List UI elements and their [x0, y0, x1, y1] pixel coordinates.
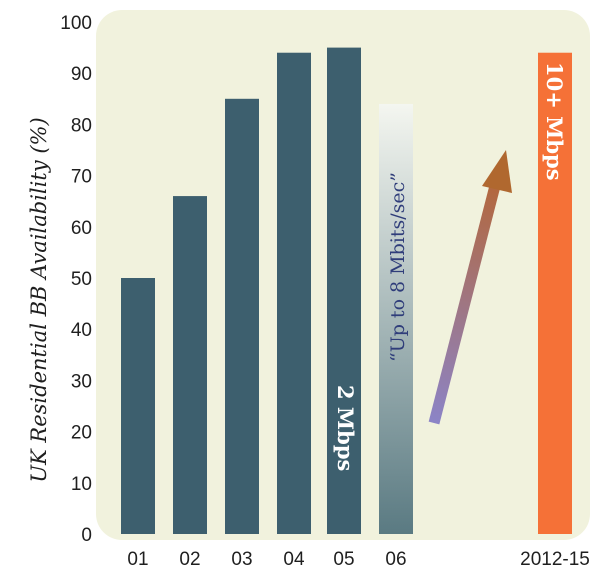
bar-04: [277, 52, 311, 534]
y-tick-label: 100: [60, 13, 92, 34]
x-tick-label: 02: [179, 549, 200, 570]
bar-01: [121, 278, 155, 534]
y-tick-label: 50: [71, 269, 92, 290]
y-tick-label: 10: [71, 474, 92, 495]
y-tick-label: 30: [71, 371, 92, 392]
bar-label-2mbps: 2 Mbps: [333, 385, 358, 471]
bar-03: [225, 98, 259, 535]
bar-2012-15: [538, 52, 572, 534]
x-tick-label: 06: [385, 549, 406, 570]
bar-label-up-to-8mbits: “Up to 8 Mbits/sec”: [387, 172, 409, 362]
y-tick-label: 90: [71, 64, 92, 85]
y-tick-label: 70: [71, 167, 92, 188]
y-tick-label: 80: [71, 115, 92, 136]
y-axis-label: UK Residential BB Availability (%): [27, 117, 51, 482]
y-tick-label: 40: [71, 320, 92, 341]
bar-02: [173, 196, 207, 534]
bar-06: [379, 103, 413, 535]
y-tick-label: 0: [81, 525, 92, 546]
trend-arrow-shaft: [428, 176, 503, 425]
x-tick-label: 04: [283, 549, 305, 570]
x-tick-label: 2012-15: [520, 549, 590, 570]
bar-label-10plus-mbps: 10+ Mbps: [542, 62, 567, 181]
y-tick-label: 20: [71, 423, 92, 444]
bar-05: [327, 47, 361, 534]
x-tick-label: 05: [333, 549, 354, 570]
y-tick-label: 60: [71, 218, 92, 239]
trend-arrow-head: [482, 150, 512, 193]
x-tick-label: 03: [231, 549, 252, 570]
x-tick-label: 01: [127, 549, 148, 570]
